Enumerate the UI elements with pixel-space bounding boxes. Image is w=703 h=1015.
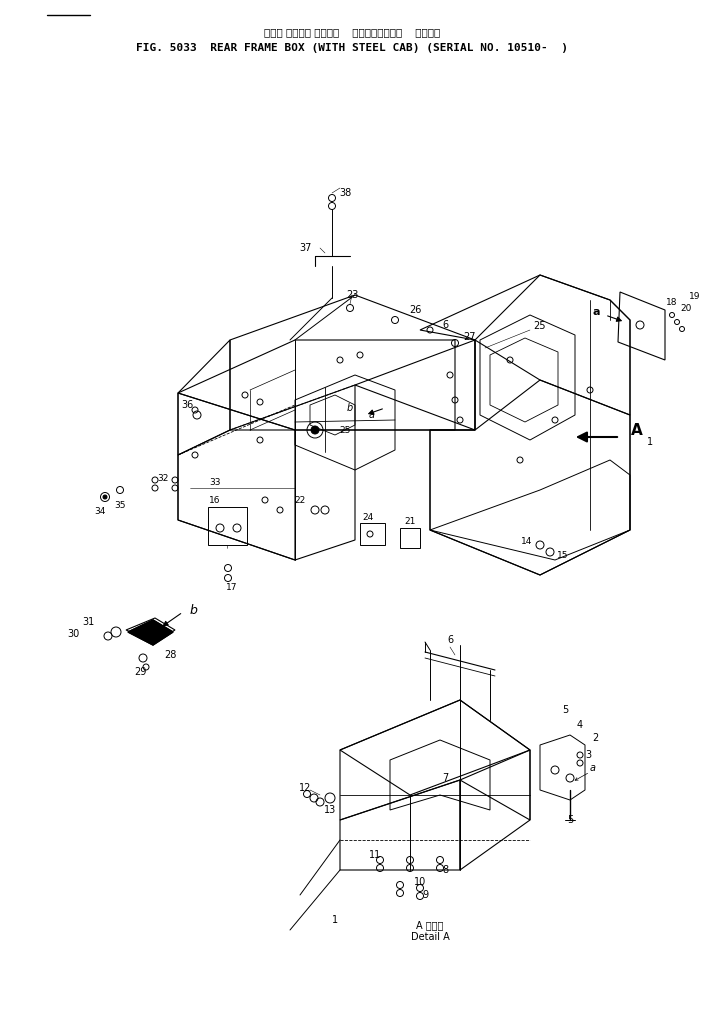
Text: 25: 25 — [340, 425, 351, 434]
Text: リヤー フレーム ボックス    スチールキャブ付    適用号機: リヤー フレーム ボックス スチールキャブ付 適用号機 — [264, 27, 440, 37]
Text: 16: 16 — [209, 495, 221, 504]
Text: b: b — [347, 403, 353, 413]
Text: 26: 26 — [409, 304, 421, 315]
Text: A 詳細図: A 詳細図 — [416, 920, 444, 930]
Text: 17: 17 — [226, 584, 238, 593]
Text: b: b — [189, 604, 197, 616]
Text: 11: 11 — [369, 850, 381, 860]
Circle shape — [103, 495, 107, 499]
Text: 1: 1 — [332, 915, 338, 925]
Text: 1: 1 — [647, 437, 653, 447]
Text: 28: 28 — [164, 650, 176, 660]
Text: Detail A: Detail A — [411, 932, 449, 942]
Text: 21: 21 — [404, 518, 415, 527]
Text: 38: 38 — [339, 188, 351, 198]
Text: 3: 3 — [585, 750, 591, 760]
Text: 19: 19 — [689, 291, 701, 300]
Text: 13: 13 — [324, 805, 336, 815]
Text: FIG. 5033  REAR FRAME BOX (WITH STEEL CAB) (SERIAL NO. 10510-  ): FIG. 5033 REAR FRAME BOX (WITH STEEL CAB… — [136, 43, 568, 53]
Text: 2: 2 — [592, 733, 598, 743]
Text: 25: 25 — [534, 321, 546, 331]
Polygon shape — [128, 620, 173, 645]
Text: 14: 14 — [522, 538, 533, 546]
Text: 5: 5 — [562, 705, 568, 715]
Text: a: a — [592, 307, 600, 317]
Text: 32: 32 — [157, 474, 169, 482]
Text: 31: 31 — [82, 617, 94, 627]
Text: 24: 24 — [362, 513, 373, 522]
Text: 12: 12 — [299, 783, 311, 793]
Text: 37: 37 — [299, 243, 311, 253]
Text: 30: 30 — [67, 629, 79, 639]
Text: 29: 29 — [134, 667, 146, 677]
Text: 6: 6 — [447, 635, 453, 645]
Text: 36: 36 — [181, 400, 193, 410]
Text: 35: 35 — [115, 500, 126, 510]
Text: 6: 6 — [442, 320, 448, 330]
Text: 22: 22 — [295, 495, 306, 504]
Text: 5: 5 — [567, 815, 573, 825]
Text: 7: 7 — [442, 773, 448, 783]
Text: 23: 23 — [346, 290, 359, 300]
Text: 15: 15 — [557, 550, 569, 559]
Circle shape — [311, 426, 319, 434]
Text: 9: 9 — [422, 890, 428, 900]
Text: a: a — [590, 763, 596, 773]
Text: 34: 34 — [94, 508, 105, 517]
Text: 8: 8 — [442, 865, 448, 875]
Text: 33: 33 — [209, 477, 221, 486]
Text: 10: 10 — [414, 877, 426, 887]
Text: 20: 20 — [681, 303, 692, 313]
Text: 18: 18 — [666, 297, 678, 307]
Text: 4: 4 — [577, 720, 583, 730]
Text: a: a — [369, 410, 375, 420]
Text: A: A — [631, 422, 643, 437]
Text: 27: 27 — [464, 332, 476, 342]
